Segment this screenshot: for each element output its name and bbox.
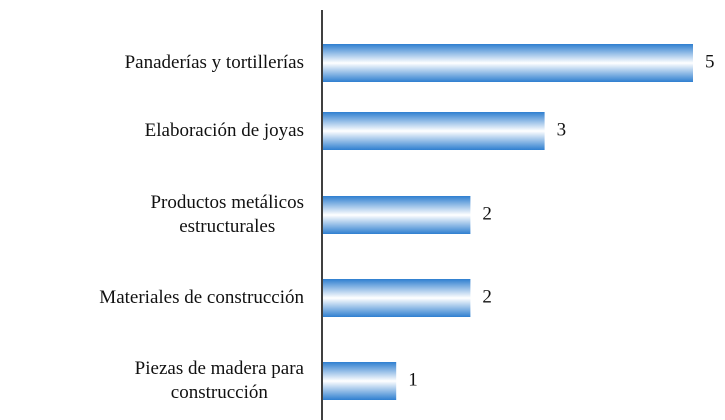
bar [323,196,471,234]
category-label: Productos metálicos estructurales [150,192,304,237]
value-label: 3 [557,119,567,140]
value-label: 2 [482,286,492,307]
bar [323,362,397,400]
category-label: Materiales de construcción [99,287,304,308]
value-label: 1 [408,369,418,390]
bar [323,112,545,150]
bar [323,279,471,317]
category-label: Piezas de madera para construcción [134,358,304,403]
bar [323,44,693,82]
category-label: Panaderías y tortillerías [124,52,304,73]
value-label: 2 [482,203,492,224]
category-label: Elaboración de joyas [144,120,304,141]
value-label: 5 [705,51,715,72]
